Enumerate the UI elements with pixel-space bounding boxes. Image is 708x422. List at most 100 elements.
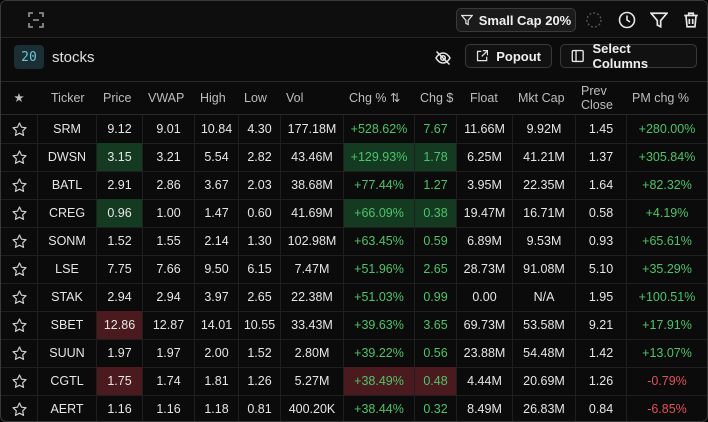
cell-prevclose: 1.64 [575,171,626,199]
table-row[interactable]: SBET 12.86 12.87 14.01 10.55 33.43M +39.63% 3.6… [1,311,707,340]
column-header-vol[interactable]: Vol [286,91,304,105]
star-outline-icon[interactable] [1,171,37,199]
cell-high: 5.54 [194,143,238,171]
cell-vwap: 7.66 [142,255,194,283]
cell-prevclose: 1.45 [575,115,626,143]
star-outline-icon[interactable] [1,255,37,283]
column-header-vwap[interactable]: VWAP [148,91,185,105]
cell-ticker[interactable]: SUUN [37,339,96,367]
cell-ticker[interactable]: STAK [37,283,96,311]
cell-ticker[interactable]: DWSN [37,143,96,171]
column-header-pmchg[interactable]: PM chg % [632,91,689,105]
cell-chgpct: +528.62% [343,115,414,143]
expand-icon[interactable] [27,11,45,29]
cell-float: 4.44M [456,367,512,395]
cell-chg: 0.32 [414,395,456,421]
star-outline-icon[interactable] [1,143,37,171]
cell-float: 8.49M [456,395,512,421]
top-toolbar: Small Cap 20% [1,1,707,38]
table-row[interactable]: CGTL 1.75 1.74 1.81 1.26 5.27M +38.49% 0.48 4.44… [1,367,707,396]
star-outline-icon[interactable] [1,395,37,421]
cell-ticker[interactable]: AERT [37,395,96,421]
cell-pmchg: +280.00% [626,115,707,143]
cell-low: 1.52 [238,339,280,367]
cell-ticker[interactable]: LSE [37,255,96,283]
star-outline-icon[interactable] [1,115,37,143]
table-row[interactable]: CREG 0.96 1.00 1.47 0.60 41.69M +66.09% 0.38 19.… [1,199,707,228]
cell-vwap: 1.55 [142,227,194,255]
cell-prevclose: 1.42 [575,339,626,367]
cell-chg: 7.67 [414,115,456,143]
column-header-chgpct[interactable]: Chg % ⇅ [349,91,401,105]
cell-ticker[interactable]: BATL [37,171,96,199]
cell-high: 2.00 [194,339,238,367]
star-outline-icon[interactable] [1,283,37,311]
cell-vwap: 1.97 [142,339,194,367]
eye-off-icon[interactable] [433,48,453,68]
column-header-low[interactable]: Low [244,91,267,105]
cell-ticker[interactable]: SRM [37,115,96,143]
star-outline-icon[interactable] [1,227,37,255]
cell-pmchg: +100.51% [626,283,707,311]
star-outline-icon[interactable] [1,367,37,395]
cell-ticker[interactable]: SBET [37,311,96,339]
cell-float: 28.73M [456,255,512,283]
cell-float: 0.00 [456,283,512,311]
table-row[interactable]: DWSN 3.15 3.21 5.54 2.82 43.46M +129.93% 1.78 6.… [1,143,707,172]
cell-price: 1.16 [96,395,142,421]
stocks-label: stocks [52,49,95,66]
cell-low: 1.30 [238,227,280,255]
star-outline-icon[interactable] [1,199,37,227]
star-outline-icon[interactable] [1,311,37,339]
cell-pmchg: -6.85% [626,395,707,421]
cell-ticker[interactable]: CGTL [37,367,96,395]
cell-low: 6.15 [238,255,280,283]
cell-chgpct: +39.63% [343,311,414,339]
table-row[interactable]: SRM 9.12 9.01 10.84 4.30 177.18M +528.62% 7.67 1… [1,115,707,144]
table-row[interactable]: AERT 1.16 1.16 1.18 0.81 400.20K +38.44% 0.32 8.… [1,395,707,421]
cell-price: 1.75 [96,367,142,395]
cell-chgpct: +51.03% [343,283,414,311]
cell-ticker[interactable]: CREG [37,199,96,227]
column-header-price[interactable]: Price [103,91,132,105]
cell-mktcap: 16.71M [512,199,575,227]
cell-chg: 0.38 [414,199,456,227]
column-header-prevclose[interactable]: Prev Close [581,84,613,112]
select-columns-label: Select Columns [592,41,649,71]
trash-icon[interactable] [681,10,701,30]
cell-price: 0.96 [96,199,142,227]
cell-high: 3.97 [194,283,238,311]
table-row[interactable]: LSE 7.75 7.66 9.50 6.15 7.47M +51.96% 2.65 28.73… [1,255,707,284]
table-row[interactable]: STAK 2.94 2.94 3.97 2.65 22.38M +51.03% 0.99 0.0… [1,283,707,312]
table-row[interactable]: SUUN 1.97 1.97 2.00 1.52 2.80M +39.22% 0.56 23.8… [1,339,707,368]
cell-chgpct: +129.93% [343,143,414,171]
preset-selector-button[interactable]: Small Cap 20% [456,8,576,32]
cell-mktcap: 22.35M [512,171,575,199]
table-row[interactable]: SONM 1.52 1.55 2.14 1.30 102.98M +63.45% 0.59 6.… [1,227,707,256]
clock-icon[interactable] [617,10,637,30]
cell-pmchg: +35.29% [626,255,707,283]
table-row[interactable]: BATL 2.91 2.86 3.67 2.03 38.68M +77.44% 1.27 3.9… [1,171,707,200]
cell-high: 10.84 [194,115,238,143]
column-header-high[interactable]: High [200,91,226,105]
column-header-float[interactable]: Float [470,91,498,105]
column-header-star[interactable]: ★ [13,91,25,105]
cell-vol: 43.46M [280,143,343,171]
column-header-chg[interactable]: Chg $ [420,91,454,105]
cell-chgpct: +39.22% [343,339,414,367]
cell-chg: 2.65 [414,255,456,283]
select-columns-button[interactable]: Select Columns [560,41,697,71]
star-outline-icon[interactable] [1,339,37,367]
filter-icon[interactable] [649,10,669,30]
cell-chgpct: +66.09% [343,199,414,227]
cell-ticker[interactable]: SONM [37,227,96,255]
column-header-mktcap[interactable]: Mkt Cap [518,91,565,105]
column-header-ticker[interactable]: Ticker [51,91,85,105]
cell-vwap: 1.74 [142,367,194,395]
cell-mktcap: 54.48M [512,339,575,367]
popout-button[interactable]: Popout [465,44,552,68]
cell-vol: 22.38M [280,283,343,311]
cell-vwap: 9.01 [142,115,194,143]
cell-vol: 400.20K [280,395,343,421]
cell-price: 2.91 [96,171,142,199]
